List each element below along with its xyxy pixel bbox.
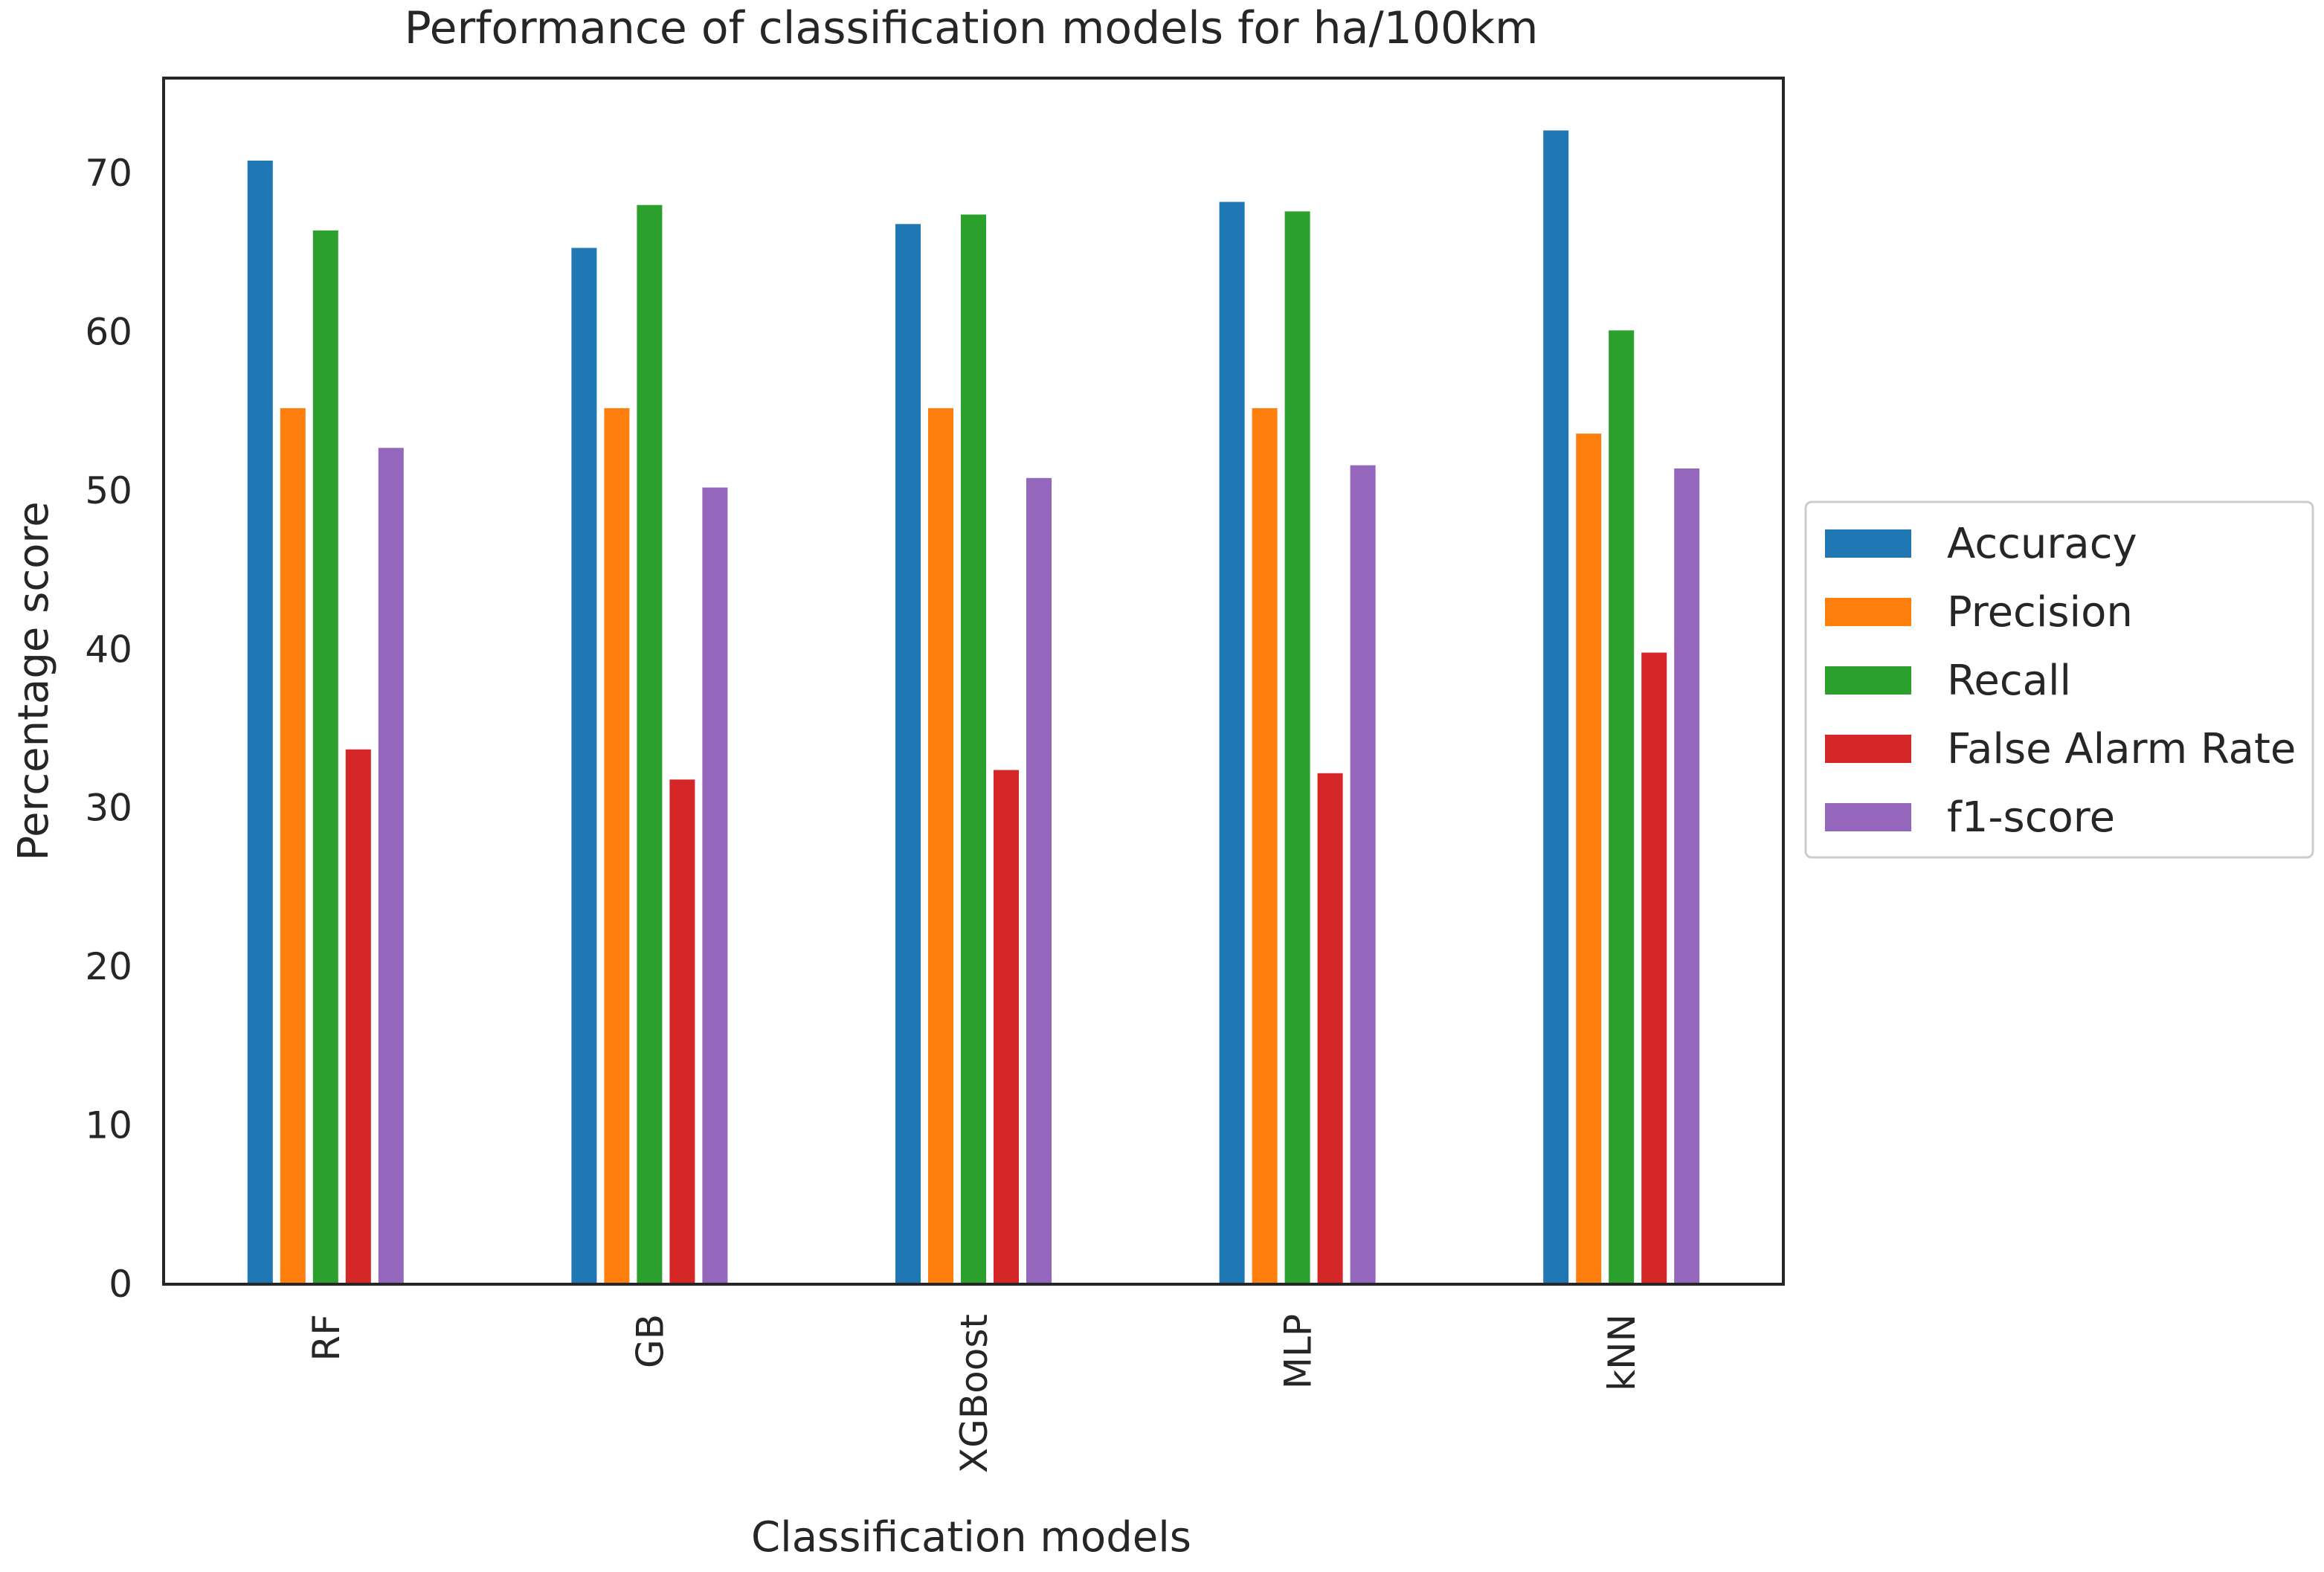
bar-xgboost-false-alarm-rate	[994, 770, 1019, 1284]
x-tick-label-xgboost: XGBoost	[953, 1314, 996, 1473]
y-tick-label: 70	[85, 152, 132, 195]
bar-xgboost-accuracy	[895, 224, 921, 1284]
bar-rf-accuracy	[247, 161, 273, 1284]
bar-rf-recall	[312, 230, 338, 1284]
legend-swatch-accuracy	[1825, 529, 1911, 558]
chart-title: Performance of classification models for…	[405, 2, 1539, 54]
y-tick-label: 0	[109, 1263, 132, 1306]
x-tick-label-rf: RF	[305, 1314, 348, 1362]
y-tick-label: 40	[85, 628, 132, 671]
plot-frame	[162, 77, 1785, 1286]
legend-swatch-f1-score	[1825, 803, 1911, 831]
bar-rf-f1-score	[378, 448, 404, 1284]
legend-label-precision: Precision	[1947, 588, 2133, 637]
bar-rf-precision	[280, 408, 306, 1284]
bars	[247, 130, 1700, 1285]
bar-gb-recall	[637, 204, 663, 1285]
bar-mlp-accuracy	[1219, 202, 1245, 1284]
y-tick-label: 10	[85, 1104, 132, 1147]
x-tick-label-mlp: MLP	[1277, 1314, 1320, 1389]
legend-frame	[1804, 500, 2314, 859]
bar-gb-precision	[604, 408, 630, 1284]
bar-mlp-false-alarm-rate	[1317, 773, 1343, 1284]
legend-label-f1-score: f1-score	[1947, 793, 2115, 842]
y-tick-label: 60	[85, 311, 132, 354]
bar-gb-f1-score	[702, 487, 728, 1284]
x-tick-label-knn: kNN	[1600, 1314, 1644, 1391]
bar-mlp-precision	[1252, 408, 1278, 1284]
bar-knn-accuracy	[1543, 130, 1569, 1284]
bar-xgboost-f1-score	[1026, 477, 1052, 1284]
bar-rf-false-alarm-rate	[345, 749, 371, 1284]
bar-xgboost-recall	[961, 214, 986, 1284]
legend-label-false-alarm-rate: False Alarm Rate	[1947, 725, 2296, 773]
x-tick-label-gb: GB	[628, 1314, 672, 1368]
y-axis-label: Percentage score	[10, 501, 58, 860]
y-tick-label: 20	[85, 945, 132, 988]
bar-knn-recall	[1609, 330, 1635, 1284]
legend: Accuracy Precision Recall False Alarm Rate f…	[1804, 500, 2314, 859]
y-tick-label: 30	[85, 787, 132, 830]
legend-swatch-precision	[1825, 598, 1911, 626]
x-axis-label: Classification models	[751, 1513, 1191, 1562]
y-tick-label: 50	[85, 469, 132, 512]
bar-xgboost-precision	[928, 408, 953, 1284]
legend-label-recall: Recall	[1947, 657, 2071, 705]
bar-gb-false-alarm-rate	[669, 779, 695, 1284]
bar-mlp-f1-score	[1350, 465, 1376, 1285]
legend-label-accuracy: Accuracy	[1947, 520, 2137, 568]
legend-swatch-false-alarm-rate	[1825, 735, 1911, 763]
legend-swatch-recall	[1825, 666, 1911, 695]
y-axis-ticks: 0 10 20 30 40 50 60 70	[85, 152, 132, 1306]
x-axis-ticks: RF GB XGBoost MLP kNN	[305, 1314, 1644, 1473]
bar-knn-false-alarm-rate	[1641, 652, 1667, 1284]
bar-gb-accuracy	[571, 248, 597, 1284]
bar-knn-precision	[1576, 434, 1602, 1284]
bar-knn-f1-score	[1674, 468, 1700, 1284]
bar-mlp-recall	[1284, 211, 1310, 1284]
